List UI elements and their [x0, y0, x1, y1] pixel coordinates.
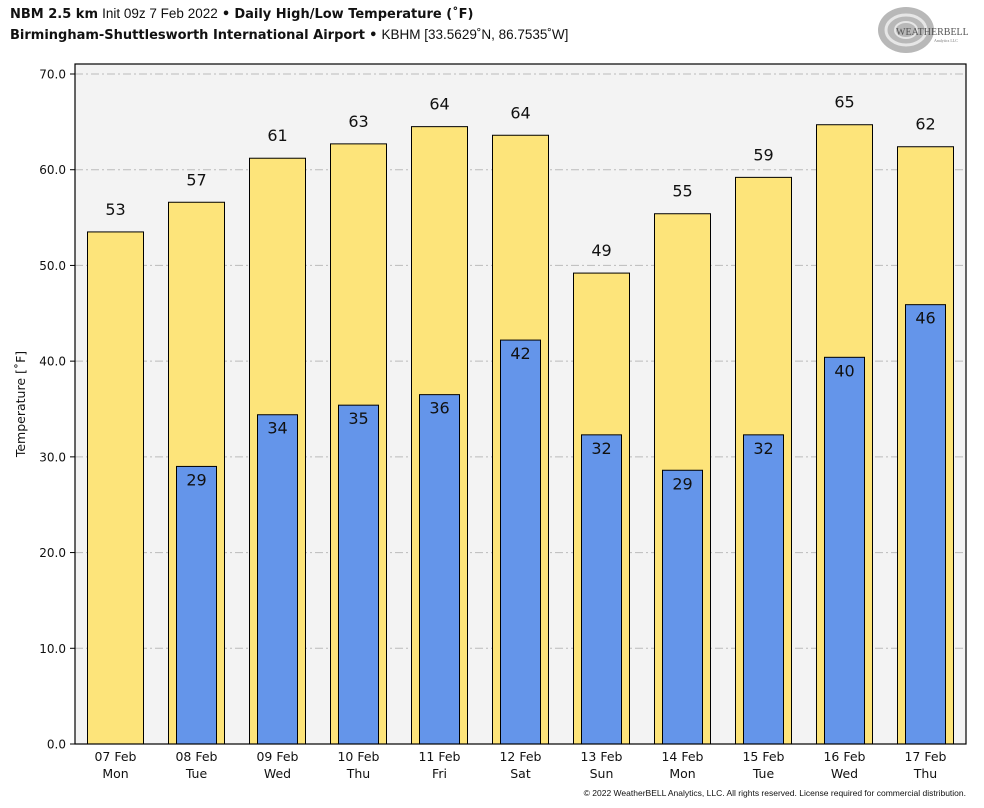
low-temp-label: 32: [591, 439, 611, 458]
y-tick-label: 70.0: [39, 68, 66, 82]
x-tick-label-day: Sun: [590, 766, 614, 781]
x-tick-label-date: 14 Feb: [661, 749, 703, 764]
x-tick-label-date: 15 Feb: [742, 749, 784, 764]
copyright-footer: © 2022 WeatherBELL Analytics, LLC. All r…: [583, 788, 966, 798]
separator-bullet: •: [369, 28, 378, 43]
high-temp-label: 57: [186, 170, 206, 189]
station-info: KBHM [33.5629˚N, 86.7535˚W]: [381, 27, 569, 42]
low-temp-label: 34: [267, 419, 287, 438]
x-tick-label-day: Fri: [432, 766, 447, 781]
high-temp-label: 64: [510, 103, 530, 122]
x-tick-label-date: 09 Feb: [256, 749, 298, 764]
high-temp-label: 49: [591, 241, 611, 260]
low-temp-label: 32: [753, 439, 773, 458]
location-name: Birmingham-Shuttlesworth International A…: [10, 28, 365, 43]
low-temp-bar: [662, 469, 703, 745]
plot-frame: [74, 63, 967, 745]
low-temp-bar: [743, 434, 784, 745]
x-tick-label-day: Sat: [510, 766, 531, 781]
x-tick-label-day: Mon: [669, 766, 695, 781]
y-axis: 0.0 10.0 20.0 30.0 40.0 50.0 60.0 70.0: [39, 68, 75, 752]
x-tick-label-date: 17 Feb: [904, 749, 946, 764]
x-tick-label-day: Tue: [752, 766, 775, 781]
y-tick-label: 30.0: [39, 450, 66, 464]
x-tick-label-day: Mon: [102, 766, 128, 781]
low-temp-bar: [905, 304, 946, 745]
low-temp-label: 36: [429, 399, 449, 418]
x-tick-label-date: 16 Feb: [823, 749, 865, 764]
x-tick-label-day: Thu: [913, 766, 937, 781]
low-temp-bar: [176, 465, 217, 745]
y-tick-label: 10.0: [39, 642, 66, 656]
x-tick-label-date: 10 Feb: [337, 749, 379, 764]
high-temp-label: 61: [267, 126, 287, 145]
y-tick-label: 40.0: [39, 355, 66, 369]
low-temp-bar: [500, 339, 541, 745]
chart-header-line-1: NBM 2.5 km Init 09z 7 Feb 2022 • Daily H…: [10, 6, 474, 23]
x-tick-label-day: Wed: [831, 766, 858, 781]
x-tick-label-day: Wed: [264, 766, 291, 781]
high-temp-label: 55: [672, 182, 692, 201]
bars: 53 57 29 61 34 63 35 64 36 64 42 49 32 55 29 59 32 65 40 62…: [87, 93, 954, 745]
high-temp-label: 53: [105, 200, 125, 219]
x-tick-label-date: 07 Feb: [94, 749, 136, 764]
low-temp-label: 40: [834, 361, 854, 380]
high-temp-label: 63: [348, 112, 368, 131]
low-temp-bar: [257, 414, 298, 745]
y-tick-label: 50.0: [39, 259, 66, 273]
low-temp-label: 29: [672, 474, 692, 493]
x-tick-label-date: 12 Feb: [499, 749, 541, 764]
high-temp-label: 64: [429, 95, 449, 114]
model-name: NBM 2.5 km: [10, 7, 98, 22]
logo-subtext: Analytics LLC: [934, 38, 958, 43]
low-temp-label: 46: [915, 309, 935, 328]
low-temp-bar: [824, 356, 865, 745]
low-temp-bar: [338, 404, 379, 745]
chart-header-line-2: Birmingham-Shuttlesworth International A…: [10, 27, 568, 44]
y-tick-label: 60.0: [39, 163, 66, 177]
high-temp-label: 65: [834, 93, 854, 112]
low-temp-label: 42: [510, 344, 530, 363]
high-temp-label: 59: [753, 145, 773, 164]
y-axis-label: Temperature [˚F]: [13, 351, 28, 458]
low-temp-label: 29: [186, 470, 206, 489]
product-title: Daily High/Low Temperature (˚F): [234, 7, 474, 22]
y-tick-label: 20.0: [39, 546, 66, 560]
x-tick-label-date: 11 Feb: [418, 749, 460, 764]
x-tick-label-date: 13 Feb: [580, 749, 622, 764]
high-temp-label: 62: [915, 115, 935, 134]
y-tick-label: 0.0: [47, 738, 66, 752]
init-time: Init 09z 7 Feb 2022: [102, 6, 218, 21]
logo-text: WEATHERBELL: [896, 27, 968, 38]
low-temp-bar: [419, 394, 460, 745]
weatherbell-logo: WEATHERBELL Analytics LLC: [878, 7, 968, 53]
low-temp-label: 35: [348, 409, 368, 428]
x-axis: 07 Feb Mon 08 Feb Tue 09 Feb Wed 10 Feb Thu 11 F…: [94, 749, 946, 781]
x-tick-label-day: Tue: [185, 766, 208, 781]
low-temp-bar: [581, 434, 622, 745]
x-tick-label-date: 08 Feb: [175, 749, 217, 764]
x-tick-label-day: Thu: [346, 766, 370, 781]
separator-bullet: •: [221, 7, 231, 22]
high-temp-bar: [87, 231, 144, 745]
